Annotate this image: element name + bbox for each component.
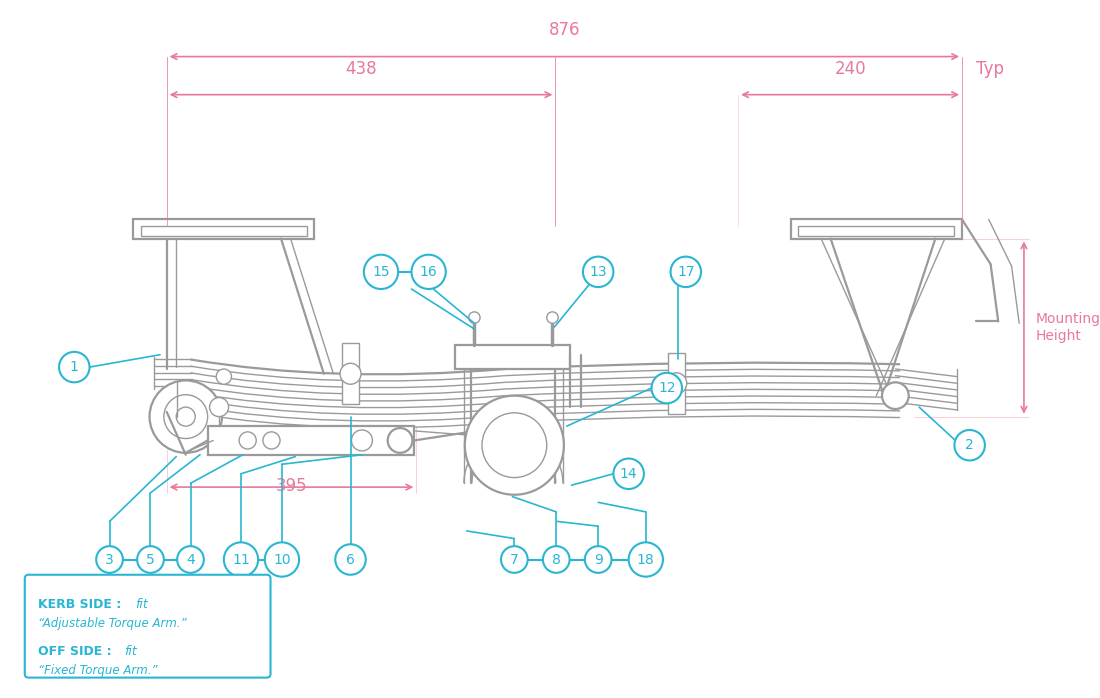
Circle shape (210, 398, 229, 417)
Circle shape (543, 546, 570, 573)
Text: 17: 17 (676, 265, 694, 279)
Circle shape (340, 363, 361, 384)
Circle shape (138, 546, 164, 573)
Text: 2: 2 (966, 438, 974, 452)
Text: 5: 5 (146, 553, 155, 567)
Circle shape (164, 395, 208, 438)
Bar (342, 343, 359, 404)
Text: 15: 15 (372, 265, 389, 279)
Circle shape (265, 542, 299, 577)
Circle shape (352, 430, 373, 451)
FancyBboxPatch shape (25, 574, 271, 678)
Circle shape (671, 257, 701, 287)
Text: 13: 13 (590, 265, 607, 279)
Bar (141, 226, 307, 236)
Text: 1: 1 (70, 360, 79, 374)
Bar (133, 219, 315, 239)
Text: KERB SIDE :: KERB SIDE : (39, 597, 125, 611)
Circle shape (59, 352, 89, 383)
Text: OFF SIDE :: OFF SIDE : (39, 645, 117, 658)
Circle shape (217, 369, 231, 384)
Text: 876: 876 (549, 22, 580, 39)
Circle shape (465, 396, 564, 495)
Circle shape (482, 413, 547, 477)
Circle shape (651, 373, 682, 403)
Circle shape (882, 383, 909, 409)
Circle shape (387, 428, 412, 453)
Text: 16: 16 (420, 265, 438, 279)
Circle shape (364, 255, 398, 289)
Circle shape (336, 544, 366, 574)
Text: 3: 3 (106, 553, 114, 567)
Bar (799, 226, 955, 236)
Circle shape (177, 546, 204, 573)
Text: fit: fit (124, 645, 136, 658)
Circle shape (666, 373, 686, 394)
Circle shape (614, 459, 644, 489)
Bar (455, 346, 570, 369)
Circle shape (469, 312, 480, 323)
Text: 6: 6 (346, 553, 355, 567)
Text: 14: 14 (619, 467, 638, 481)
Text: Typ: Typ (977, 59, 1004, 77)
Text: 240: 240 (834, 59, 866, 77)
Circle shape (585, 546, 612, 573)
Text: “Fixed Torque Arm.”: “Fixed Torque Arm.” (39, 664, 157, 677)
Circle shape (263, 432, 280, 449)
Circle shape (629, 542, 663, 577)
Circle shape (239, 432, 256, 449)
Circle shape (411, 255, 446, 289)
Circle shape (176, 407, 196, 426)
Bar (208, 426, 415, 454)
Text: 10: 10 (273, 553, 290, 567)
Bar (791, 219, 962, 239)
Circle shape (547, 312, 558, 323)
Circle shape (96, 546, 123, 573)
Circle shape (955, 430, 984, 461)
Circle shape (223, 542, 258, 577)
Text: fit: fit (135, 597, 149, 611)
Circle shape (150, 380, 222, 453)
Text: 8: 8 (552, 553, 561, 567)
Bar (668, 352, 685, 414)
Text: “Adjustable Torque Arm.”: “Adjustable Torque Arm.” (39, 616, 187, 630)
Text: 18: 18 (637, 553, 654, 567)
Circle shape (583, 257, 614, 287)
Text: 11: 11 (232, 553, 250, 567)
Circle shape (500, 546, 528, 573)
Text: 9: 9 (594, 553, 603, 567)
Text: 4: 4 (186, 553, 195, 567)
Text: 7: 7 (510, 553, 519, 567)
Text: 438: 438 (345, 59, 377, 77)
Text: 12: 12 (658, 381, 675, 395)
Text: 395: 395 (276, 477, 307, 495)
Text: Mounting
Height: Mounting Height (1035, 313, 1100, 343)
